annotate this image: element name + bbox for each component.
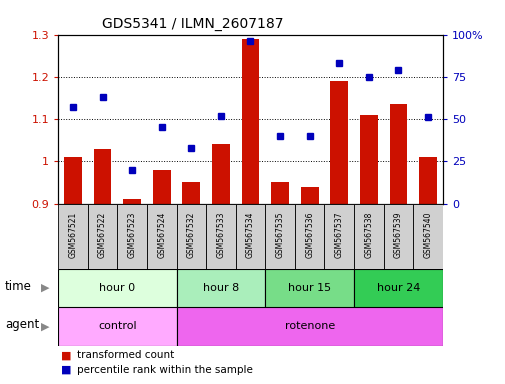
FancyBboxPatch shape <box>294 204 324 269</box>
Text: GSM567524: GSM567524 <box>157 211 166 258</box>
FancyBboxPatch shape <box>354 204 383 269</box>
Text: hour 8: hour 8 <box>203 283 238 293</box>
Text: ▶: ▶ <box>41 283 49 293</box>
FancyBboxPatch shape <box>117 204 146 269</box>
FancyBboxPatch shape <box>206 204 235 269</box>
Text: GSM567534: GSM567534 <box>245 211 255 258</box>
FancyBboxPatch shape <box>58 269 176 307</box>
Text: GSM567523: GSM567523 <box>127 211 136 258</box>
Bar <box>212 144 229 204</box>
FancyBboxPatch shape <box>324 204 353 269</box>
FancyBboxPatch shape <box>58 204 87 269</box>
Text: GSM567533: GSM567533 <box>216 211 225 258</box>
Bar <box>389 104 407 204</box>
Text: GSM567538: GSM567538 <box>364 211 373 258</box>
FancyBboxPatch shape <box>413 204 442 269</box>
FancyBboxPatch shape <box>176 307 442 346</box>
Text: GSM567535: GSM567535 <box>275 211 284 258</box>
Text: time: time <box>5 280 32 293</box>
Text: GSM567540: GSM567540 <box>423 211 432 258</box>
Text: agent: agent <box>5 318 39 331</box>
Text: hour 24: hour 24 <box>376 283 419 293</box>
Text: GSM567537: GSM567537 <box>334 211 343 258</box>
Text: rotenone: rotenone <box>284 321 334 331</box>
Bar <box>93 149 111 204</box>
Text: control: control <box>98 321 136 331</box>
Bar <box>153 170 170 204</box>
Text: GSM567522: GSM567522 <box>98 211 107 258</box>
Bar <box>241 39 259 204</box>
FancyBboxPatch shape <box>383 204 413 269</box>
FancyBboxPatch shape <box>176 269 265 307</box>
Text: ■: ■ <box>61 365 71 375</box>
Text: hour 0: hour 0 <box>99 283 135 293</box>
Text: GSM567536: GSM567536 <box>305 211 314 258</box>
FancyBboxPatch shape <box>265 269 354 307</box>
Bar <box>418 157 436 204</box>
FancyBboxPatch shape <box>176 204 206 269</box>
Text: ▶: ▶ <box>41 321 49 331</box>
FancyBboxPatch shape <box>58 307 176 346</box>
FancyBboxPatch shape <box>146 204 176 269</box>
FancyBboxPatch shape <box>235 204 265 269</box>
Text: hour 15: hour 15 <box>287 283 331 293</box>
Text: ■: ■ <box>61 350 71 360</box>
Bar <box>330 81 347 204</box>
Bar <box>271 182 288 204</box>
Text: GSM567521: GSM567521 <box>68 211 77 258</box>
Text: GSM567539: GSM567539 <box>393 211 402 258</box>
Text: transformed count: transformed count <box>77 350 174 360</box>
Text: GSM567532: GSM567532 <box>186 211 195 258</box>
Text: GDS5341 / ILMN_2607187: GDS5341 / ILMN_2607187 <box>102 17 282 31</box>
Bar <box>182 182 200 204</box>
Bar <box>359 115 377 204</box>
Bar <box>300 187 318 204</box>
FancyBboxPatch shape <box>87 204 117 269</box>
Text: percentile rank within the sample: percentile rank within the sample <box>77 365 253 375</box>
FancyBboxPatch shape <box>265 204 294 269</box>
FancyBboxPatch shape <box>354 269 442 307</box>
Bar <box>123 199 141 204</box>
Bar <box>64 157 82 204</box>
